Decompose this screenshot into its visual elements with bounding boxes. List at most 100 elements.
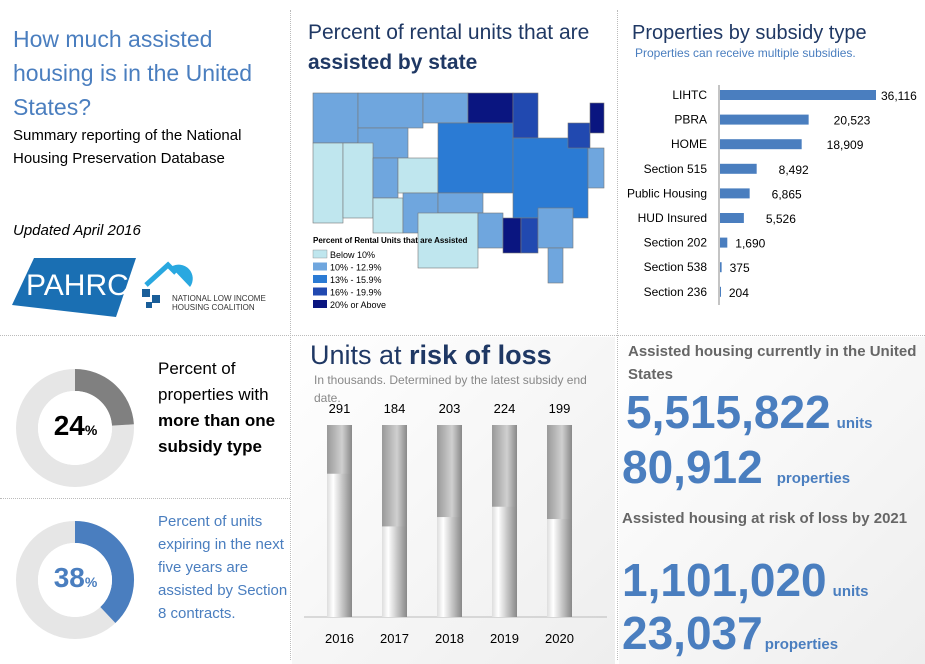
category-label: PBRA [674,113,707,127]
risk-bar-chart: 291 2016 184 2017 203 2018 224 2019 199 2020 [304,401,607,646]
value-label: 204 [729,286,749,300]
donut-chart-section8 [16,521,134,639]
legend-label: Below 10% [330,250,375,260]
category-label: LIHTC [672,88,707,102]
legend-swatch [312,249,328,259]
subsidy-chart-subtitle: Properties can receive multiple subsidie… [635,46,856,60]
bar [720,163,757,174]
bar [720,114,809,125]
map-title-pre: Percent of rental units that are [308,21,590,44]
value-label: 291 [329,401,351,416]
risk-chart-subtitle: In thousands. Determined by the latest s… [314,373,587,405]
subsidy-chart-title: Properties by subsidy type [632,22,867,44]
bar [437,517,462,617]
legend-label: 16% - 19.9% [330,288,382,298]
category-label: Section 202 [644,236,708,250]
donut-arc [74,369,134,427]
donut2-unit: % [84,574,98,590]
donut1-unit: % [84,422,98,438]
donut2-value: 38% [38,562,113,594]
current-properties: 80,912 properties [622,442,850,492]
bar [720,188,750,199]
risk-units-label: units [832,583,869,600]
category-label: Section 236 [644,285,708,299]
donut1-caption-bold: more than one subsidy type [158,411,276,456]
subsidy-bar-chart: LIHTC 36,116 PBRA 20,523 HOME 18,909 Section 5… [627,85,917,305]
value-label: 1,690 [735,237,765,251]
risk-units: 1,101,020 units [622,555,869,605]
year-label: 2016 [325,631,354,646]
map-legend: Below 10% 10% - 12.9% 13% - 15.9% 16% - … [312,249,386,310]
risk-properties: 23,037 properties [622,608,838,658]
map-title-bold: assisted by state [308,51,478,74]
value-label: 8,492 [779,163,809,177]
value-label: 203 [439,401,461,416]
donut-arc [74,521,134,624]
svg-text:PAHRC: PAHRC [26,269,129,302]
legend-label: 13% - 15.9% [330,275,382,285]
risk-title-bold: risk of loss [409,340,552,370]
current-units: 5,515,822 units [626,387,873,437]
donut-hole [38,391,112,465]
svg-text:NATIONAL LOW INCOME: NATIONAL LOW INCOME [172,294,266,303]
risk-properties-label: properties [764,636,839,653]
bar [720,262,722,273]
donut-chart-multi-subsidy [16,369,134,487]
donut1-number: 24 [53,410,85,441]
bar [720,237,728,248]
current-heading: Assisted housing currently in the United… [628,343,917,383]
category-label: Public Housing [627,186,707,200]
states [312,92,605,284]
legend-swatch [313,287,327,296]
value-label: 36,116 [881,89,917,103]
legend-label: 10% - 12.9% [330,263,382,273]
value-label: 184 [384,401,406,416]
risk-units-value: 1,101,020 [622,554,827,606]
bar [327,473,352,617]
donut2-caption: Percent of units expiring in the next fi… [158,513,288,622]
stats-panel [619,337,925,664]
logos: PAHRC NATIONAL LOW INCOME HOUSING COALIT… [12,258,266,317]
legend-label: 20% or Above [330,300,386,310]
bar [382,526,407,617]
svg-text:HOUSING COALITION: HOUSING COALITION [172,303,255,312]
current-units-label: units [836,415,873,432]
bar [720,213,744,223]
map-legend-title: Percent of Rental Units that are Assiste… [313,236,468,245]
category-label: Section 515 [644,162,708,176]
bar [720,139,802,150]
current-units-value: 5,515,822 [626,386,831,438]
value-label: 5,526 [766,212,796,226]
pahrc-logo [12,258,136,317]
nlihc-logo: NATIONAL LOW INCOME HOUSING COALITION [142,261,266,312]
category-label: HOME [671,137,707,151]
us-choropleth-map: Percent of Rental Units that are Assiste… [312,92,605,310]
bar [720,90,876,100]
legend-swatch [313,275,327,283]
value-label: 20,523 [834,114,871,128]
value-label: 375 [730,261,750,275]
bar [547,519,572,617]
legend-swatch [313,300,327,308]
divider [0,335,925,336]
year-label: 2017 [380,631,409,646]
donut1-caption: Percent of properties with more than one… [158,356,288,460]
donut-hole [38,543,112,617]
value-label: 18,909 [827,138,864,152]
value-label: 224 [494,401,516,416]
map-title: Percent of rental units that are assiste… [308,18,608,78]
donut1-caption-pre: Percent of properties with [158,359,269,404]
value-label: 199 [549,401,571,416]
year-label: 2018 [435,631,464,646]
updated-date: Updated April 2016 [13,222,141,239]
risk-heading: Assisted housing at risk of loss by 2021 [622,510,908,527]
page-subtitle: Summary reporting of the National Housin… [13,127,242,167]
value-label: 6,865 [772,187,802,201]
bar [492,506,517,617]
current-properties-label: properties [776,470,851,487]
category-label: HUD Insured [638,211,707,225]
divider [0,498,290,499]
bar [720,286,721,297]
legend-swatch [313,262,327,271]
risk-properties-value: 23,037 [622,607,763,659]
